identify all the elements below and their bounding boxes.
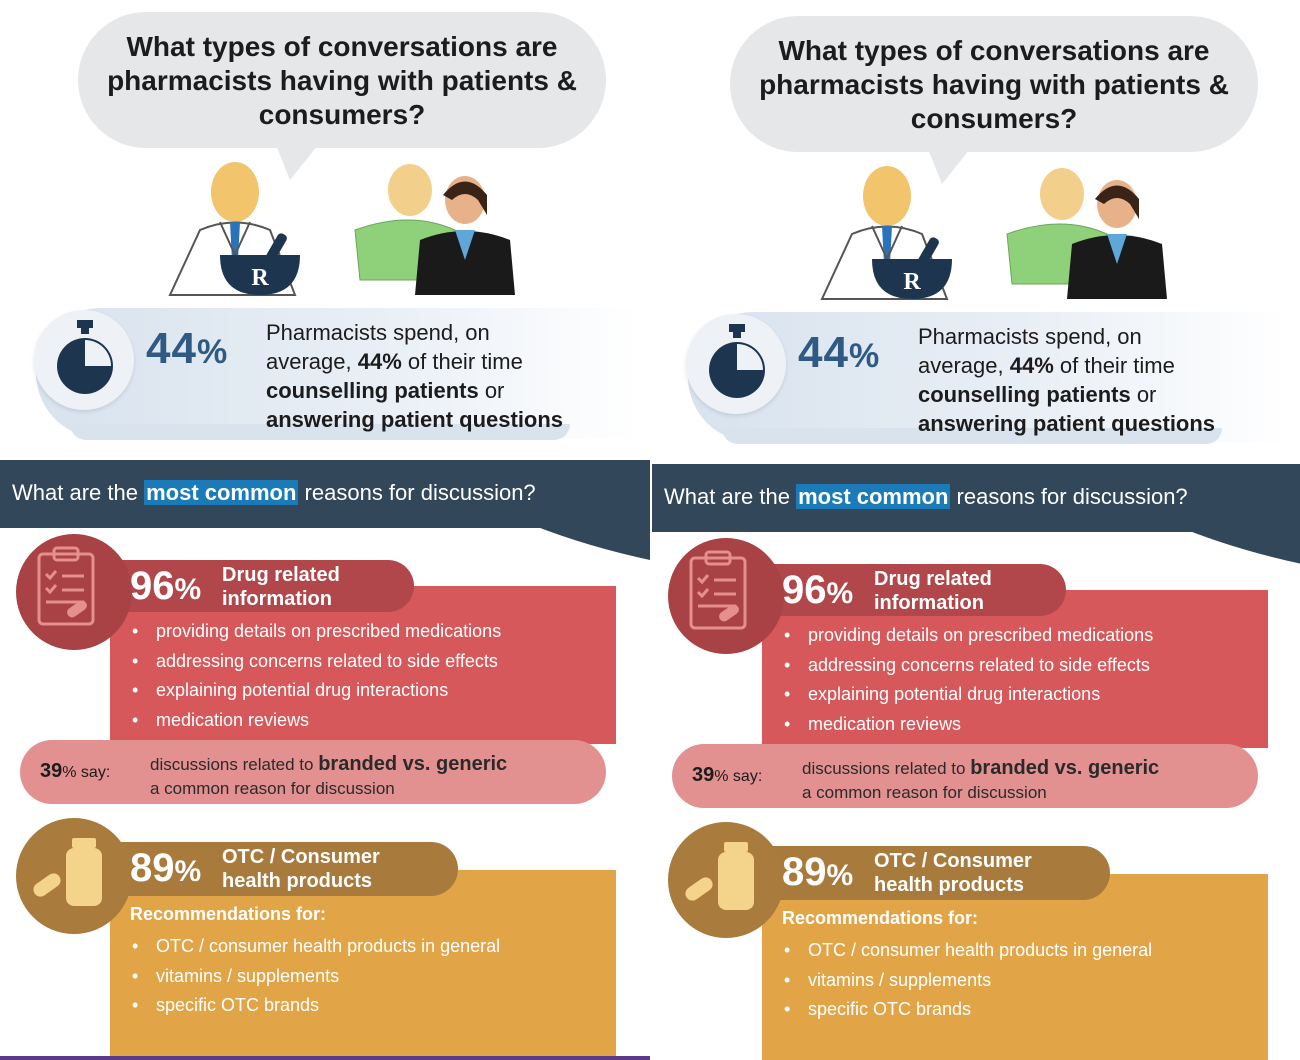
otc-list: OTC / consumer health products in genera… xyxy=(132,932,500,1021)
reasons-banner xyxy=(0,460,650,528)
generic-band xyxy=(672,744,1258,808)
mortar-rx-icon: R xyxy=(872,237,952,299)
reasons-banner xyxy=(652,464,1300,532)
stat-percent: 44% xyxy=(146,324,229,373)
svg-text:R: R xyxy=(251,265,269,291)
list-item: addressing concerns related to side effe… xyxy=(784,651,1153,681)
reasons-heading: What are the most common reasons for dis… xyxy=(12,480,536,505)
question-bubble xyxy=(730,16,1258,152)
list-item: providing details on prescribed medicati… xyxy=(784,621,1153,651)
otc-header-band xyxy=(108,842,458,896)
list-item: medication reviews xyxy=(132,706,501,736)
drug-list: providing details on prescribed medicati… xyxy=(784,621,1153,739)
list-item: providing details on prescribed medicati… xyxy=(132,617,501,647)
drug-label: Drug related information xyxy=(222,564,340,610)
reasons-heading: What are the most common reasons for dis… xyxy=(664,484,1188,509)
generic-percent: 39% say: xyxy=(692,764,763,786)
capsule-icon xyxy=(685,877,713,901)
question-title: What types of conversations are pharmaci… xyxy=(759,35,1229,134)
banner-tail xyxy=(500,520,650,560)
drug-label: Drug related information xyxy=(874,568,992,614)
drug-header-band xyxy=(108,560,414,612)
people-illustration: R xyxy=(820,166,1167,300)
stat-band xyxy=(688,312,1288,442)
list-item: explaining potential drug interactions xyxy=(132,676,501,706)
generic-band xyxy=(20,740,606,804)
otc-percent: 89% xyxy=(782,850,854,894)
infographic-left: What types of conversations are pharmaci… xyxy=(0,0,650,1060)
otc-label: OTC / Consumer health products xyxy=(222,846,380,892)
drug-percent: 96% xyxy=(130,564,202,608)
list-item: specific OTC brands xyxy=(132,991,500,1021)
list-item: vitamins / supplements xyxy=(132,962,500,992)
clipboard-icon xyxy=(37,546,95,626)
pill-bottle-icon xyxy=(685,842,754,910)
svg-text:R: R xyxy=(903,269,921,295)
list-item: OTC / consumer health products in genera… xyxy=(132,932,500,962)
otc-list: OTC / consumer health products in genera… xyxy=(784,936,1152,1025)
generic-description: discussions related to branded vs. gener… xyxy=(802,757,1160,802)
drug-percent: 96% xyxy=(782,568,854,612)
list-item: medication reviews xyxy=(784,710,1153,740)
recommendations-title: Recommendations for: xyxy=(782,908,979,928)
otc-label: OTC / Consumer health products xyxy=(874,850,1032,896)
list-item: addressing concerns related to side effe… xyxy=(132,647,501,677)
list-item: specific OTC brands xyxy=(784,995,1152,1025)
otc-header-band xyxy=(760,846,1110,900)
list-item: vitamins / supplements xyxy=(784,966,1152,996)
stat-description: Pharmacists spend, on average, 44% of th… xyxy=(266,320,564,432)
list-item: OTC / consumer health products in genera… xyxy=(784,936,1152,966)
infographic-right: What types of conversations are pharmaci… xyxy=(652,4,1300,1060)
list-item: explaining potential drug interactions xyxy=(784,680,1153,710)
mortar-rx-icon: R xyxy=(220,233,300,295)
recommendations-title: Recommendations for: xyxy=(130,904,327,924)
stopwatch-icon xyxy=(709,324,765,398)
stopwatch-icon xyxy=(57,320,113,394)
patient-woman-icon xyxy=(1067,180,1167,299)
stat-percent: 44% xyxy=(798,328,881,377)
question-bubble xyxy=(78,12,606,148)
otc-percent: 89% xyxy=(130,846,202,890)
pill-bottle-icon xyxy=(33,838,102,906)
stat-band-shadow xyxy=(70,424,570,440)
generic-description: discussions related to branded vs. gener… xyxy=(150,753,508,798)
patient-woman-icon xyxy=(415,176,515,295)
clipboard-icon xyxy=(689,550,747,630)
drug-header-band xyxy=(760,564,1066,616)
stat-band xyxy=(36,308,636,438)
stat-description: Pharmacists spend, on average, 44% of th… xyxy=(918,324,1216,436)
bubble-tail xyxy=(922,134,982,184)
bottom-divider xyxy=(0,1056,650,1060)
people-illustration: R xyxy=(168,162,515,296)
question-title: What types of conversations are pharmaci… xyxy=(107,31,577,130)
drug-list: providing details on prescribed medicati… xyxy=(132,617,501,735)
capsule-icon xyxy=(33,873,61,897)
bubble-tail xyxy=(270,130,330,180)
generic-percent: 39% say: xyxy=(40,760,111,782)
banner-tail xyxy=(1152,524,1300,564)
stat-band-shadow xyxy=(722,428,1222,444)
